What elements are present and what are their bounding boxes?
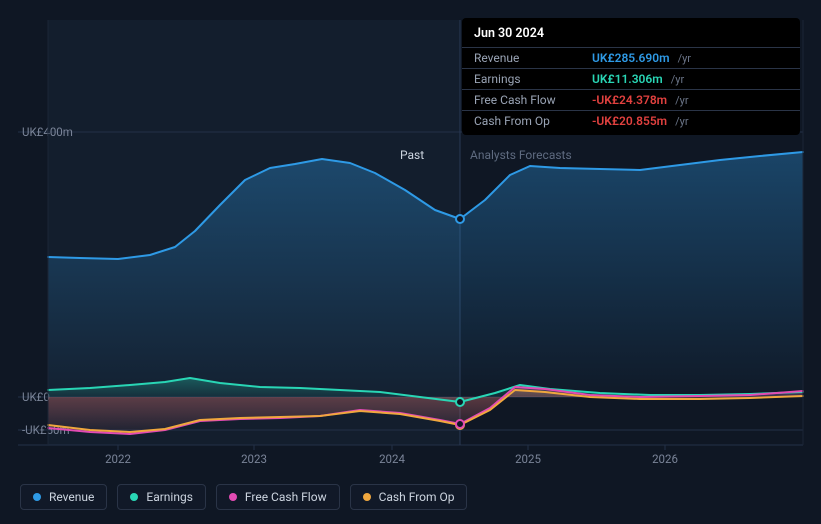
tooltip-row-value: -UK£20.855m bbox=[592, 114, 667, 128]
legend-item-label: Revenue bbox=[49, 490, 94, 504]
forecasts-label: Analysts Forecasts bbox=[470, 148, 572, 162]
legend-dot-icon bbox=[229, 493, 237, 501]
tooltip-row: Free Cash Flow -UK£24.378m/yr bbox=[462, 89, 800, 110]
tooltip-row: Revenue UK£285.690m/yr bbox=[462, 47, 800, 68]
tooltip-row-value: -UK£24.378m bbox=[592, 93, 667, 107]
tooltip-row-unit: /yr bbox=[675, 94, 688, 107]
svg-text:2022: 2022 bbox=[105, 452, 131, 466]
legend-item-earnings[interactable]: Earnings bbox=[117, 484, 206, 510]
svg-text:UK£400m: UK£400m bbox=[22, 125, 73, 139]
financials-chart: UK£400mUK£0-UK£50m20222023202420252026 P… bbox=[0, 0, 821, 524]
tooltip-row-label: Earnings bbox=[474, 72, 584, 86]
legend-dot-icon bbox=[363, 493, 371, 501]
tooltip-row-label: Free Cash Flow bbox=[474, 93, 584, 107]
tooltip-row-value: UK£285.690m bbox=[592, 51, 670, 65]
past-label: Past bbox=[400, 148, 424, 162]
legend-dot-icon bbox=[33, 493, 41, 501]
svg-text:2026: 2026 bbox=[652, 452, 678, 466]
legend-item-label: Cash From Op bbox=[379, 490, 455, 504]
legend-item-cash_from_op[interactable]: Cash From Op bbox=[350, 484, 468, 510]
legend-item-free_cash_flow[interactable]: Free Cash Flow bbox=[216, 484, 340, 510]
chart-legend: Revenue Earnings Free Cash Flow Cash From O… bbox=[20, 484, 467, 510]
legend-item-label: Earnings bbox=[146, 490, 193, 504]
tooltip-row-label: Cash From Op bbox=[474, 114, 584, 128]
chart-tooltip: Jun 30 2024 RevenueUK£285.690m/yrEarning… bbox=[462, 18, 800, 135]
svg-text:UK£0: UK£0 bbox=[22, 390, 50, 404]
legend-item-revenue[interactable]: Revenue bbox=[20, 484, 107, 510]
tooltip-row-unit: /yr bbox=[675, 115, 688, 128]
tooltip-row-value: UK£11.306m bbox=[592, 72, 663, 86]
tooltip-row-unit: /yr bbox=[678, 52, 691, 65]
tooltip-row-unit: /yr bbox=[671, 73, 684, 86]
svg-text:2025: 2025 bbox=[515, 452, 541, 466]
svg-text:2023: 2023 bbox=[241, 452, 267, 466]
tooltip-row: Earnings UK£11.306m/yr bbox=[462, 68, 800, 89]
tooltip-date: Jun 30 2024 bbox=[462, 26, 800, 47]
tooltip-row: Cash From Op -UK£20.855m/yr bbox=[462, 110, 800, 131]
svg-text:2024: 2024 bbox=[379, 452, 405, 466]
tooltip-row-label: Revenue bbox=[474, 51, 584, 65]
legend-dot-icon bbox=[130, 493, 138, 501]
legend-item-label: Free Cash Flow bbox=[245, 490, 327, 504]
